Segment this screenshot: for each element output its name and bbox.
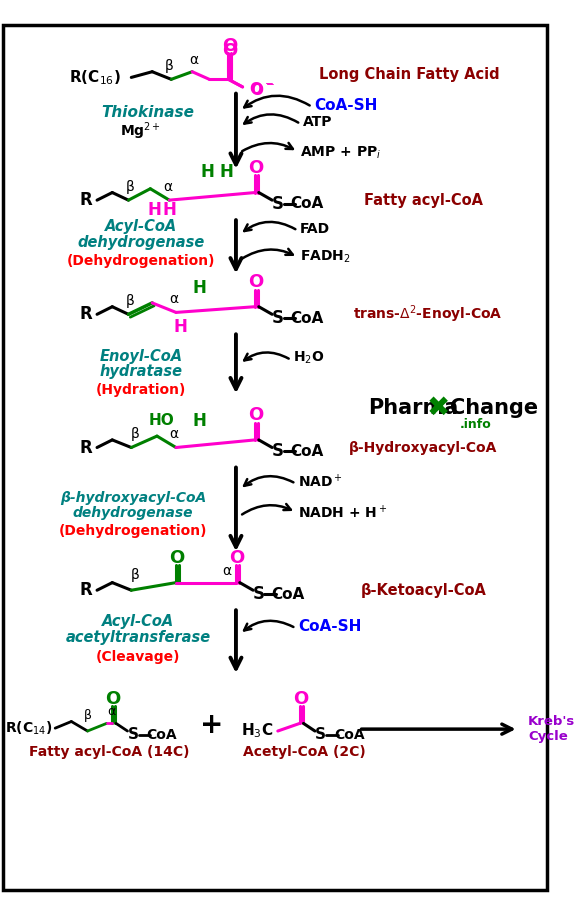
Text: (Cleavage): (Cleavage): [96, 650, 180, 663]
Text: S: S: [128, 727, 139, 742]
Text: .info: .info: [460, 418, 491, 431]
Text: FAD: FAD: [299, 221, 330, 236]
Text: β: β: [126, 294, 135, 308]
Text: Acyl-CoA: Acyl-CoA: [105, 220, 177, 234]
Text: (Dehydrogenation): (Dehydrogenation): [59, 524, 208, 538]
Text: O: O: [169, 549, 184, 567]
Text: O$^-$: O$^-$: [249, 81, 274, 97]
Text: acetyltransferase: acetyltransferase: [65, 630, 210, 645]
Text: β: β: [84, 709, 91, 722]
Text: FADH$_2$: FADH$_2$: [299, 249, 350, 265]
Text: dehydrogenase: dehydrogenase: [73, 506, 194, 520]
Text: CoA-SH: CoA-SH: [298, 619, 361, 634]
Text: β-hydroxyacyl-CoA: β-hydroxyacyl-CoA: [60, 491, 206, 505]
Text: CoA: CoA: [334, 727, 365, 742]
Text: R: R: [79, 191, 92, 210]
Text: O: O: [106, 690, 121, 707]
Text: CoA: CoA: [291, 197, 324, 211]
Text: α: α: [190, 53, 199, 68]
Text: β: β: [131, 568, 139, 582]
Text: Acyl-CoA: Acyl-CoA: [102, 614, 174, 630]
Text: Acetyl-CoA (2C): Acetyl-CoA (2C): [243, 745, 366, 759]
Text: O: O: [249, 406, 264, 425]
Text: S: S: [272, 442, 284, 460]
Text: AMP + PP$_i$: AMP + PP$_i$: [299, 145, 381, 161]
Text: CoA: CoA: [146, 727, 177, 742]
Text: H: H: [147, 200, 161, 219]
Text: O: O: [221, 37, 237, 55]
Text: O: O: [221, 42, 237, 59]
Text: S: S: [272, 309, 284, 328]
Text: CoA: CoA: [291, 444, 324, 458]
Text: O: O: [229, 549, 244, 567]
Text: R: R: [79, 306, 92, 323]
Text: Mg$^{2+}$: Mg$^{2+}$: [120, 121, 161, 143]
Text: β: β: [165, 59, 174, 73]
Text: Thiokinase: Thiokinase: [101, 105, 194, 120]
Text: Fatty acyl-CoA (14C): Fatty acyl-CoA (14C): [29, 745, 190, 759]
Text: hydratase: hydratase: [99, 364, 182, 379]
Text: HO: HO: [149, 414, 175, 428]
Text: β-Ketoacyl-CoA: β-Ketoacyl-CoA: [361, 583, 486, 597]
Text: CoA: CoA: [291, 310, 324, 326]
Text: α: α: [169, 292, 179, 307]
Text: α: α: [163, 180, 172, 194]
Text: NAD$^+$: NAD$^+$: [298, 473, 343, 490]
Text: S: S: [253, 585, 265, 603]
Text: Enoyl-CoA: Enoyl-CoA: [99, 349, 183, 363]
Text: R: R: [79, 581, 92, 599]
Text: O: O: [293, 690, 308, 707]
Text: Long Chain Fatty Acid: Long Chain Fatty Acid: [319, 67, 499, 82]
Text: H: H: [220, 163, 234, 180]
Text: S: S: [315, 727, 326, 742]
Text: H: H: [174, 318, 188, 336]
Text: +: +: [201, 711, 224, 739]
Text: H: H: [193, 279, 207, 296]
Text: H$_2$O: H$_2$O: [293, 350, 324, 366]
Text: R: R: [79, 438, 92, 457]
Text: α: α: [222, 565, 231, 578]
Text: dehydrogenase: dehydrogenase: [77, 234, 205, 250]
Text: β: β: [126, 180, 135, 194]
Text: Change: Change: [450, 397, 538, 417]
Text: R(C$_{16}$): R(C$_{16}$): [69, 68, 121, 87]
Text: α: α: [169, 427, 179, 441]
Text: H: H: [193, 412, 207, 430]
Text: O: O: [249, 273, 264, 291]
Text: CoA: CoA: [272, 587, 305, 601]
Text: H: H: [201, 163, 214, 180]
Text: Kreb's
Cycle: Kreb's Cycle: [528, 716, 575, 743]
Text: NADH + H$^+$: NADH + H$^+$: [298, 503, 387, 521]
Text: Pharma: Pharma: [368, 397, 458, 417]
Text: Fatty acyl-CoA: Fatty acyl-CoA: [364, 193, 483, 208]
Text: (Hydration): (Hydration): [95, 383, 186, 397]
Text: CoA-SH: CoA-SH: [314, 98, 377, 113]
Text: β: β: [131, 427, 139, 441]
Text: ✖: ✖: [427, 393, 450, 422]
Text: H$_3$C: H$_3$C: [240, 722, 273, 740]
Text: α: α: [107, 705, 116, 718]
Text: O: O: [249, 159, 264, 177]
Text: O$^-$: O$^-$: [250, 81, 275, 98]
Text: trans-$\Delta^2$-Enoyl-CoA: trans-$\Delta^2$-Enoyl-CoA: [353, 304, 503, 325]
Text: H: H: [162, 200, 176, 219]
Text: β-Hydroxyacyl-CoA: β-Hydroxyacyl-CoA: [349, 440, 498, 455]
Text: ATP: ATP: [302, 115, 332, 129]
Text: (Dehydrogenation): (Dehydrogenation): [66, 254, 215, 268]
FancyBboxPatch shape: [3, 25, 547, 890]
Text: R(C$_{14}$): R(C$_{14}$): [5, 719, 52, 737]
Text: S: S: [272, 195, 284, 213]
